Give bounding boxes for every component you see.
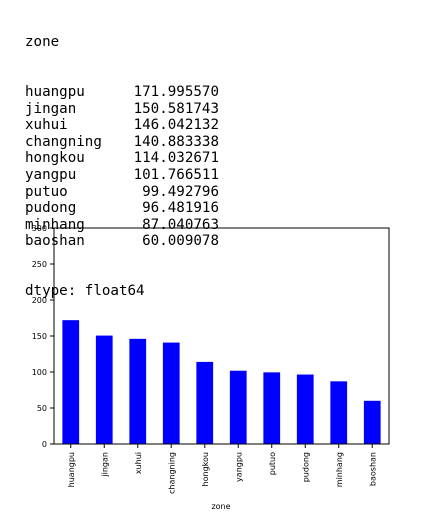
row-name: minhang: [25, 216, 85, 233]
series-row: pudong 96.481916: [25, 200, 219, 217]
row-name: huangpu: [25, 83, 85, 100]
x-tick-label: jingan: [100, 452, 109, 478]
bars-group: [62, 320, 381, 444]
bar-minhang: [330, 381, 348, 444]
bar-putuo: [263, 372, 281, 444]
index-name: zone: [25, 34, 60, 51]
row-value: 150.581743: [133, 100, 219, 117]
row-value: 140.883338: [133, 133, 219, 150]
x-tick-label: yangpu: [234, 452, 243, 482]
series-row: huangpu 171.995570: [25, 84, 219, 101]
series-row: putuo 99.492796: [25, 184, 219, 201]
y-tick-label: 150: [32, 332, 47, 341]
series-output: zone huangpu 171.995570 jingan 150.581743 xu…: [25, 1, 219, 316]
row-value: 146.042132: [133, 117, 219, 134]
bar-changning: [162, 342, 180, 444]
x-axis-label: zone: [211, 502, 230, 511]
y-tick-label: 300: [32, 224, 47, 233]
bar-hongkou: [196, 361, 214, 444]
series-row: yangpu 101.766511: [25, 167, 219, 184]
series-row: baoshan 60.009078: [25, 233, 219, 250]
row-name: hongkou: [25, 150, 85, 167]
bar-yangpu: [229, 370, 247, 444]
row-name: pudong: [25, 200, 77, 217]
x-tick-label: putuo: [268, 452, 277, 475]
row-value: 171.995570: [133, 83, 219, 100]
row-value: 96.481916: [142, 200, 219, 217]
y-tick-label: 200: [32, 296, 47, 305]
y-tick-label: 50: [37, 404, 47, 413]
row-name: changning: [25, 133, 102, 150]
row-value: 87.040763: [142, 216, 219, 233]
y-tick-label: 0: [42, 440, 47, 449]
bar-pudong: [296, 374, 314, 444]
plot-frame: [53, 227, 390, 445]
x-tick-label: minhang: [335, 452, 344, 487]
row-name: putuo: [25, 183, 68, 200]
x-tick-label: pudong: [301, 452, 310, 482]
x-tick-label: baoshan: [368, 452, 377, 486]
x-tick-label: xuhui: [134, 452, 143, 474]
row-value: 60.009078: [142, 233, 219, 250]
row-name: jingan: [25, 100, 77, 117]
x-tick-label: hongkou: [201, 452, 210, 486]
series-row: xuhui 146.042132: [25, 117, 219, 134]
series-row: jingan 150.581743: [25, 101, 219, 118]
series-row: minhang 87.040763: [25, 217, 219, 234]
dtype-line: dtype: float64: [25, 283, 145, 300]
row-value: 99.492796: [142, 183, 219, 200]
y-axis: 0 50 100 150 200 250 300: [32, 224, 54, 449]
series-row: hongkou 114.032671: [25, 150, 219, 167]
row-value: 114.032671: [133, 150, 219, 167]
y-tick-label: 100: [32, 368, 47, 377]
row-name: baoshan: [25, 233, 85, 250]
row-name: xuhui: [25, 117, 68, 134]
bar-xuhui: [129, 338, 147, 444]
series-rows: huangpu 171.995570 jingan 150.581743 xuhui 14…: [25, 84, 219, 250]
x-axis: huangpu jingan xuhui changning hongkou yangpu…: [67, 444, 377, 494]
bar-huangpu: [62, 320, 80, 444]
bar-baoshan: [363, 400, 381, 444]
y-tick-label: 250: [32, 260, 47, 269]
x-tick-label: changning: [167, 452, 176, 494]
series-row: changning 140.883338: [25, 134, 219, 151]
row-name: yangpu: [25, 166, 77, 183]
row-value: 101.766511: [133, 166, 219, 183]
bar-jingan: [95, 335, 113, 444]
x-tick-label: huangpu: [67, 452, 76, 487]
